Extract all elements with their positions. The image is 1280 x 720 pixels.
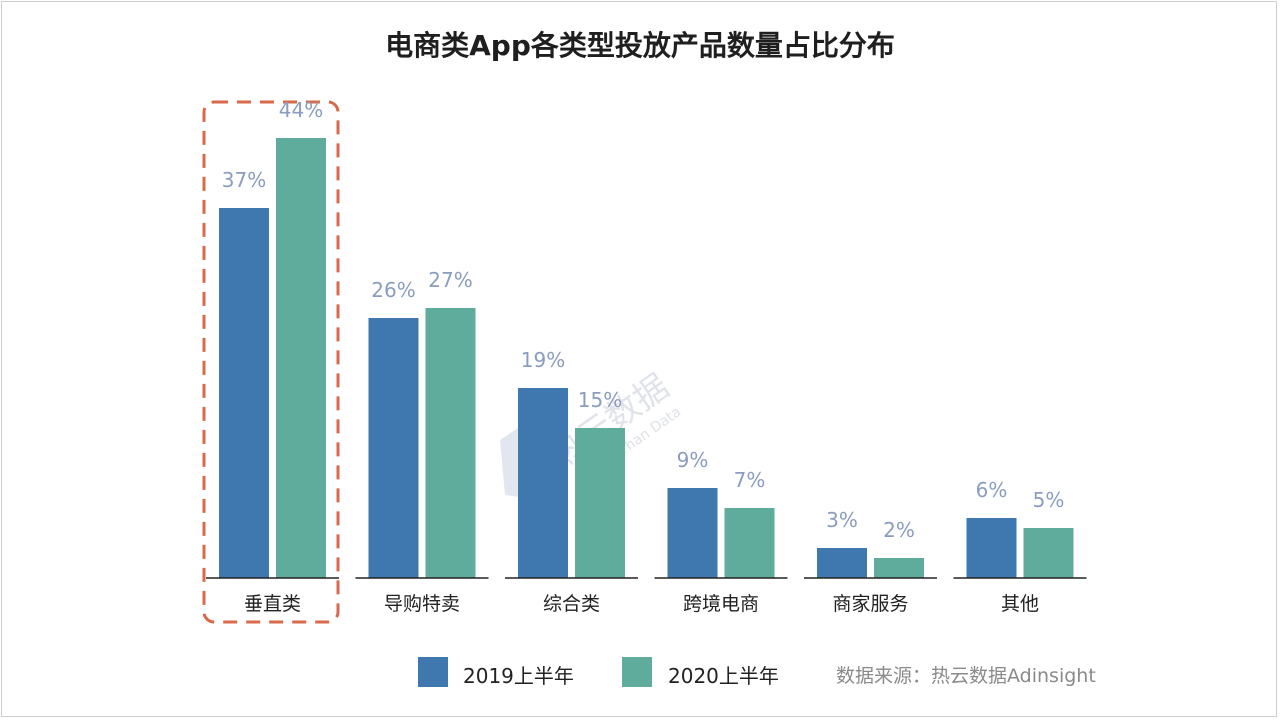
category-label-1: 导购特卖: [384, 593, 460, 615]
bar-2019-3: [667, 488, 718, 578]
value-label-2020-1: 27%: [428, 268, 472, 292]
value-label-2020-3: 7%: [734, 468, 766, 492]
category-label-5: 其他: [1001, 593, 1039, 615]
value-label-2020-5: 5%: [1033, 488, 1065, 512]
value-label-2019-3: 9%: [677, 448, 709, 472]
legend-swatch-2020: [622, 657, 652, 687]
bar-2019-1: [368, 318, 419, 578]
bar-2019-0: [219, 208, 269, 578]
legend-label-2020: 2020上半年: [668, 664, 779, 688]
legend-swatch-2019: [418, 657, 448, 687]
bar-2020-5: [1023, 528, 1074, 578]
value-label-2019-4: 3%: [826, 508, 858, 532]
value-label-2020-2: 15%: [578, 388, 622, 412]
bar-2020-1: [425, 308, 476, 578]
value-label-2019-2: 19%: [521, 348, 565, 372]
category-labels-layer: 垂直类 导购特卖 综合类 跨境电商 商家服务 其他: [244, 593, 1039, 615]
value-labels-layer: 37% 44% 26% 27% 19% 15% 9% 7% 3% 2% 6% 5%: [222, 98, 1065, 542]
bar-2019-5: [966, 518, 1017, 578]
value-label-2019-5: 6%: [976, 478, 1008, 502]
value-label-2019-0: 37%: [222, 168, 266, 192]
chart-title: 电商类App各类型投放产品数量占比分布: [385, 29, 895, 62]
bar-2019-4: [817, 548, 867, 578]
bar-2020-0: [276, 138, 326, 578]
bars-layer: [219, 138, 1074, 578]
data-source: 数据来源：热云数据Adinsight: [836, 665, 1096, 687]
category-label-0: 垂直类: [244, 593, 301, 615]
category-label-2: 综合类: [543, 593, 600, 615]
bar-2020-3: [724, 508, 775, 578]
value-label-2020-4: 2%: [883, 518, 915, 542]
bar-2019-2: [518, 388, 568, 578]
category-label-3: 跨境电商: [683, 593, 759, 615]
legend-label-2019: 2019上半年: [463, 664, 574, 688]
legend: 2019上半年 2020上半年: [418, 657, 779, 688]
highlight-box: [202, 100, 340, 624]
category-label-4: 商家服务: [832, 593, 908, 615]
bar-2020-4: [874, 558, 924, 578]
value-label-2020-0: 44%: [279, 98, 323, 122]
bar-2020-2: [575, 428, 625, 578]
value-label-2019-1: 26%: [371, 278, 415, 302]
